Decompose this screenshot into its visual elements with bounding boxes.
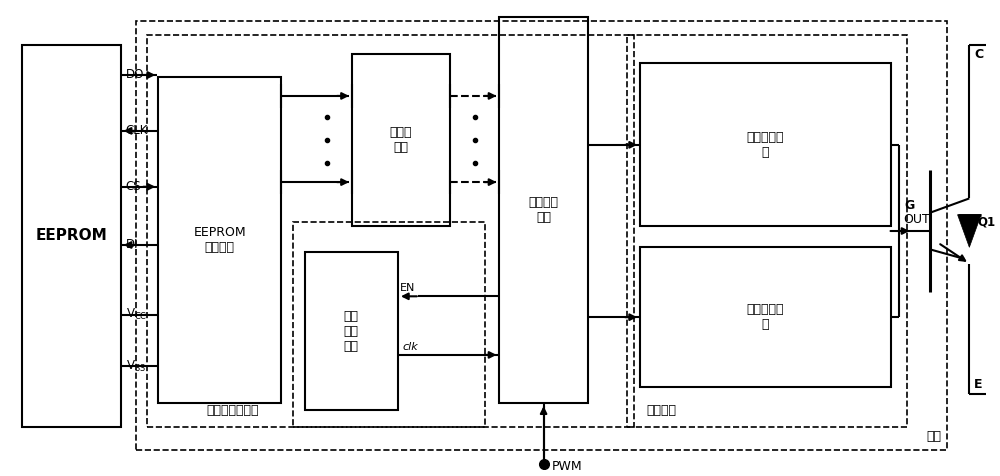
- Text: 可编程数字模块: 可编程数字模块: [206, 404, 259, 417]
- Text: E: E: [974, 378, 983, 391]
- Bar: [499, 17, 588, 403]
- Text: 精细驱动电
路: 精细驱动电 路: [747, 303, 784, 331]
- Text: 时钟
产生
模块: 时钟 产生 模块: [344, 310, 359, 353]
- Bar: [640, 248, 891, 387]
- Text: 寄存器
电路: 寄存器 电路: [390, 126, 412, 154]
- Text: DI: DI: [126, 238, 138, 251]
- Text: 逻辑控制
电路: 逻辑控制 电路: [529, 196, 559, 224]
- Text: DO: DO: [126, 69, 144, 81]
- Text: 驱动模块: 驱动模块: [647, 404, 677, 417]
- Bar: [147, 35, 634, 426]
- Bar: [627, 35, 907, 426]
- Text: EEPROM: EEPROM: [36, 228, 107, 243]
- Text: CS: CS: [126, 180, 141, 193]
- Polygon shape: [958, 215, 981, 248]
- Text: 片内: 片内: [927, 430, 942, 443]
- Bar: [158, 77, 281, 403]
- Text: CLK: CLK: [126, 124, 148, 138]
- Text: EN: EN: [400, 283, 415, 293]
- Text: OUT: OUT: [903, 213, 930, 226]
- Text: V$_{\rm CC}$: V$_{\rm CC}$: [126, 307, 147, 322]
- Bar: [293, 222, 485, 426]
- Bar: [136, 21, 947, 450]
- Text: C: C: [974, 48, 983, 60]
- Bar: [305, 252, 398, 410]
- Text: clk: clk: [402, 341, 418, 351]
- Text: EEPROM
读出电路: EEPROM 读出电路: [193, 226, 246, 254]
- Text: Q1: Q1: [977, 215, 995, 228]
- Bar: [22, 45, 121, 426]
- Text: G: G: [904, 199, 915, 212]
- Bar: [352, 54, 450, 227]
- Text: PWM: PWM: [551, 460, 582, 473]
- Bar: [640, 63, 891, 227]
- Text: V$_{\rm SS}$: V$_{\rm SS}$: [126, 358, 146, 374]
- Text: 粗略驱动电
路: 粗略驱动电 路: [747, 131, 784, 159]
